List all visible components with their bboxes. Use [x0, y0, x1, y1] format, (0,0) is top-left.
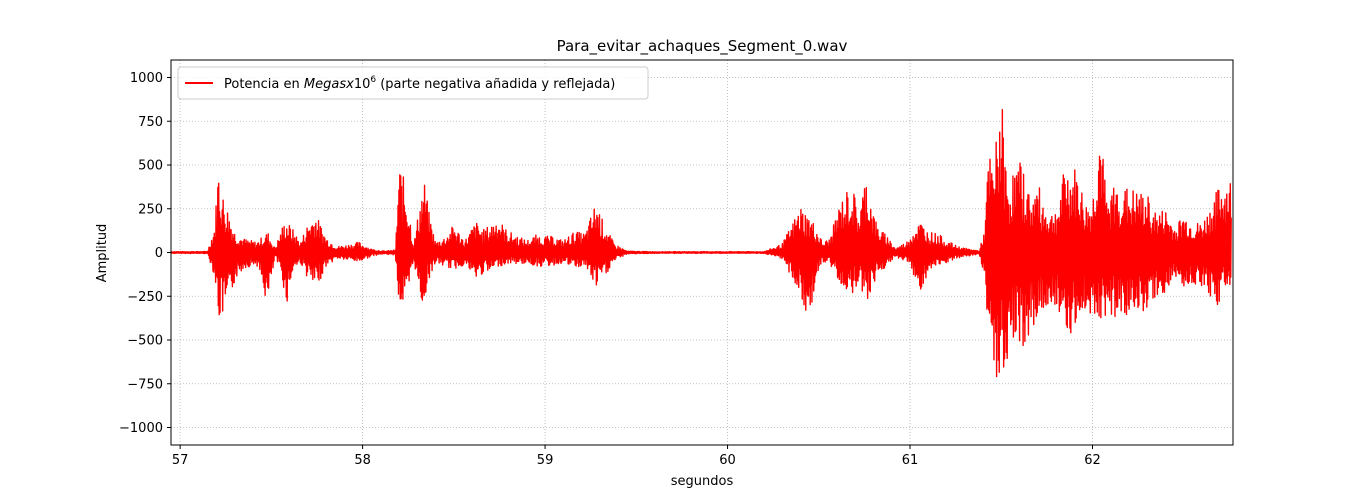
- legend-box: [177, 66, 649, 100]
- x-tick-label: 60: [719, 453, 736, 468]
- y-tick-label: 250: [138, 202, 163, 217]
- y-axis-label: Amplitud: [95, 224, 110, 283]
- legend: Potencia en Megasx106 (parte negativa añ…: [177, 66, 649, 100]
- y-tick-label: −750: [127, 377, 163, 392]
- chart-title: Para_evitar_achaques_Segment_0.wav: [557, 37, 848, 56]
- waveform-series-line: [170, 108, 1232, 378]
- y-tick-label: 1000: [130, 71, 163, 86]
- x-tick-label: 61: [902, 453, 919, 468]
- y-tick-label: 0: [155, 246, 163, 261]
- x-tick-label: 59: [537, 453, 554, 468]
- series-layer: [170, 108, 1232, 378]
- x-tick-label: 57: [172, 453, 189, 468]
- y-tick-label: −250: [127, 290, 163, 305]
- legend-label: Potencia en Megasx106 (parte negativa añ…: [224, 75, 615, 92]
- x-tick-label: 58: [354, 453, 371, 468]
- y-tick-label: −1000: [119, 421, 163, 436]
- tick-layer: 57 58 59 60 61 62 1000 750 500 250 0 −250 −500 −750 −1…: [119, 71, 1101, 468]
- x-axis-label: segundos: [671, 474, 734, 489]
- y-tick-label: −500: [127, 334, 163, 349]
- y-tick-label: 750: [138, 115, 163, 130]
- y-tick-label: 500: [138, 159, 163, 174]
- x-tick-label: 62: [1084, 453, 1101, 468]
